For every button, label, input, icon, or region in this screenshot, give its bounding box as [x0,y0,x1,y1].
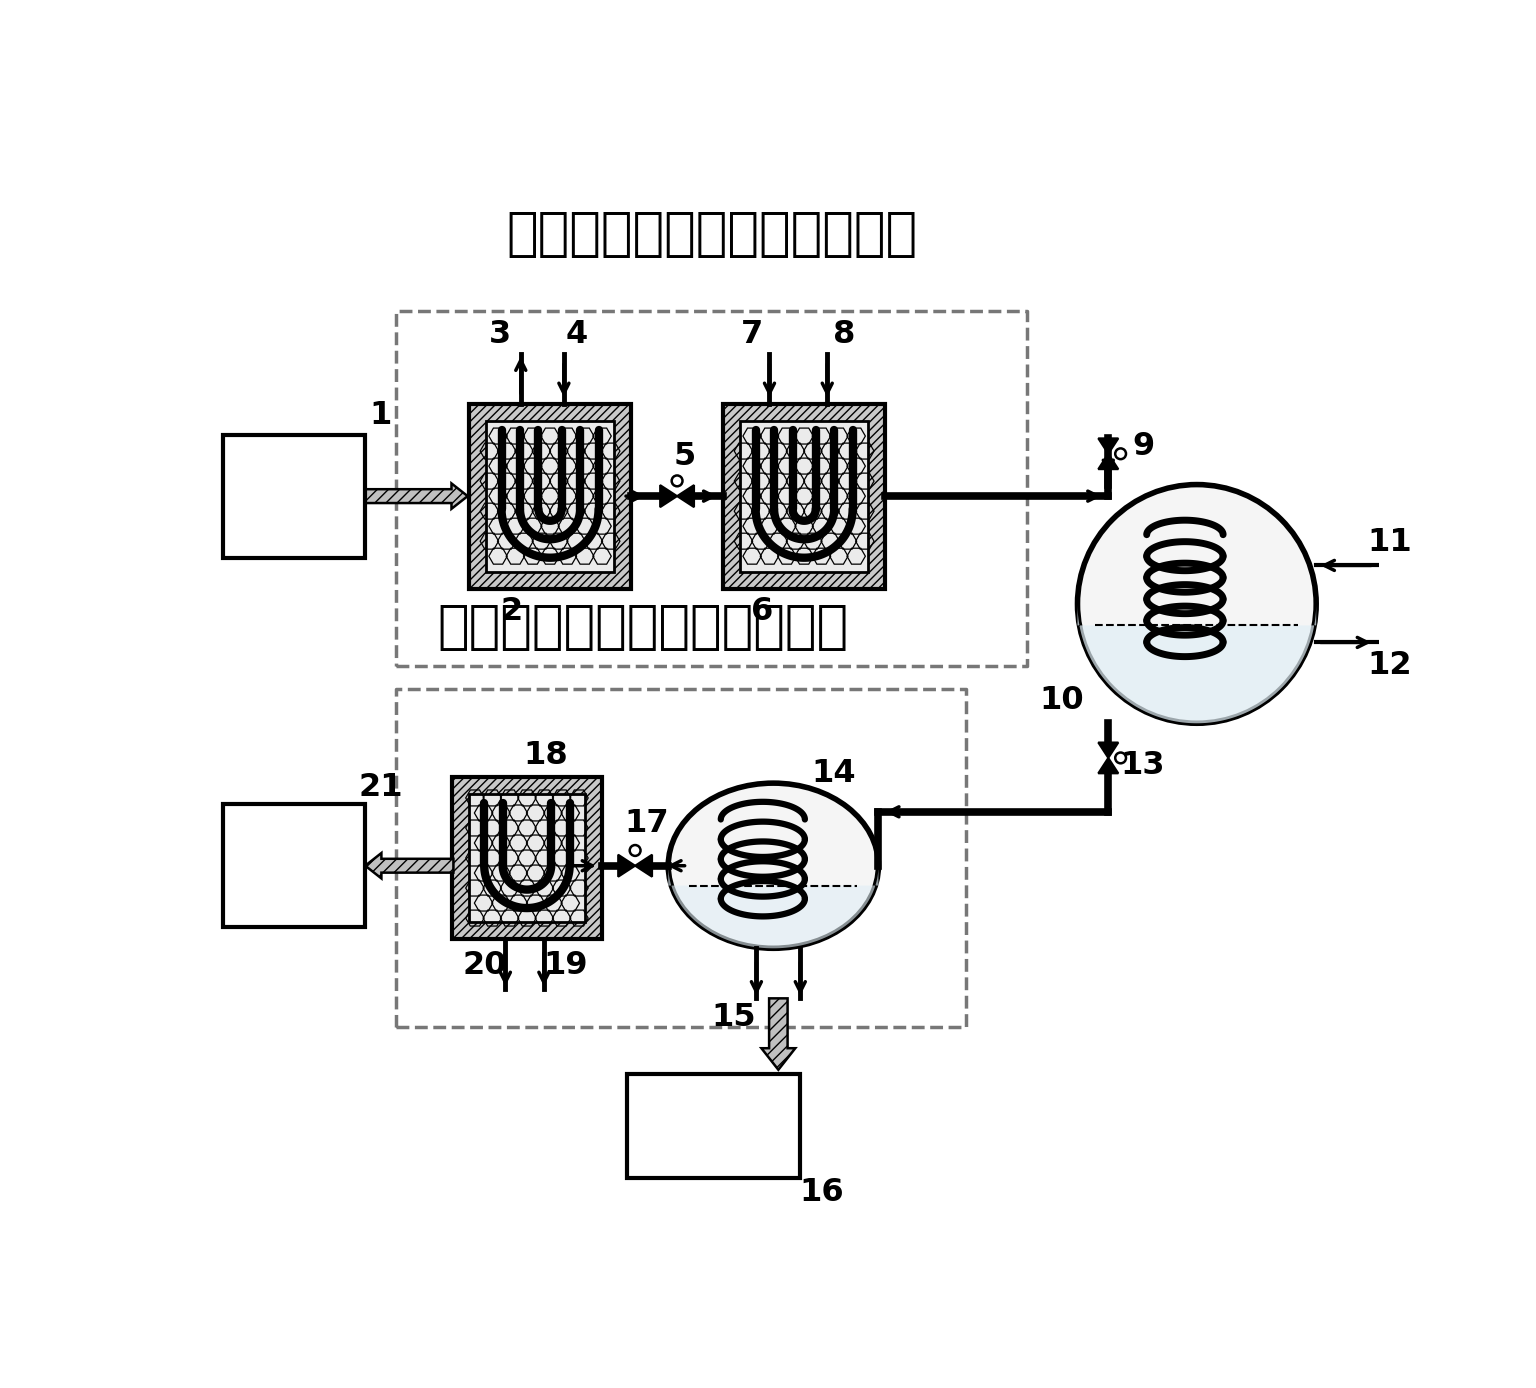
Polygon shape [1077,604,1316,723]
Text: 3: 3 [488,319,511,350]
Polygon shape [468,794,585,922]
Text: 热化学变压解吸复合储能装置: 热化学变压解吸复合储能装置 [507,208,917,261]
Polygon shape [668,866,879,948]
Text: 外界
热用户端: 外界 热用户端 [253,826,333,905]
Polygon shape [617,855,634,877]
Text: 18: 18 [524,740,568,772]
Polygon shape [1098,758,1118,773]
Polygon shape [366,483,467,509]
Text: 10: 10 [1040,684,1084,716]
Polygon shape [452,777,602,938]
Text: 20: 20 [462,951,507,981]
Text: 13: 13 [1121,750,1166,781]
Polygon shape [634,855,653,877]
Text: 15: 15 [711,1002,756,1033]
Text: 12: 12 [1367,650,1412,682]
Polygon shape [677,486,694,507]
Text: 热化学变温吸附冷热联供装置: 热化学变温吸附冷热联供装置 [436,601,848,652]
Text: 9: 9 [1132,430,1154,462]
Polygon shape [366,854,453,879]
Polygon shape [485,421,614,572]
Text: 19: 19 [544,951,588,981]
Text: 11: 11 [1367,527,1412,558]
Text: 8: 8 [833,319,856,350]
Polygon shape [223,434,366,558]
Text: 5: 5 [674,440,696,472]
Polygon shape [1098,454,1118,469]
Text: 7: 7 [740,319,763,350]
Text: 2: 2 [501,595,522,627]
Polygon shape [223,804,366,927]
Text: 14: 14 [811,758,856,790]
Ellipse shape [668,783,879,948]
Polygon shape [1098,439,1118,454]
Circle shape [1077,484,1316,723]
Polygon shape [468,404,631,589]
Text: 17: 17 [624,808,670,838]
Polygon shape [762,998,796,1070]
Polygon shape [740,421,868,572]
Text: 6: 6 [751,595,773,627]
Text: 21: 21 [358,772,402,802]
Polygon shape [627,1074,800,1177]
Text: 4: 4 [565,319,588,350]
Polygon shape [723,404,885,589]
Text: 1: 1 [370,400,392,430]
Polygon shape [660,486,677,507]
Text: 16: 16 [800,1177,845,1209]
Text: 低品位
余热装置: 低品位 余热装置 [253,457,333,536]
Text: 外界
冷用户端: 外界 冷用户端 [674,1085,754,1165]
Polygon shape [1098,743,1118,758]
